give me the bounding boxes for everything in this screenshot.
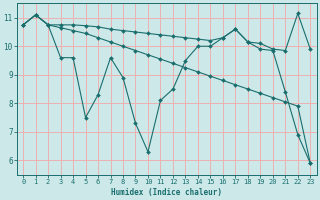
X-axis label: Humidex (Indice chaleur): Humidex (Indice chaleur) — [111, 188, 222, 197]
